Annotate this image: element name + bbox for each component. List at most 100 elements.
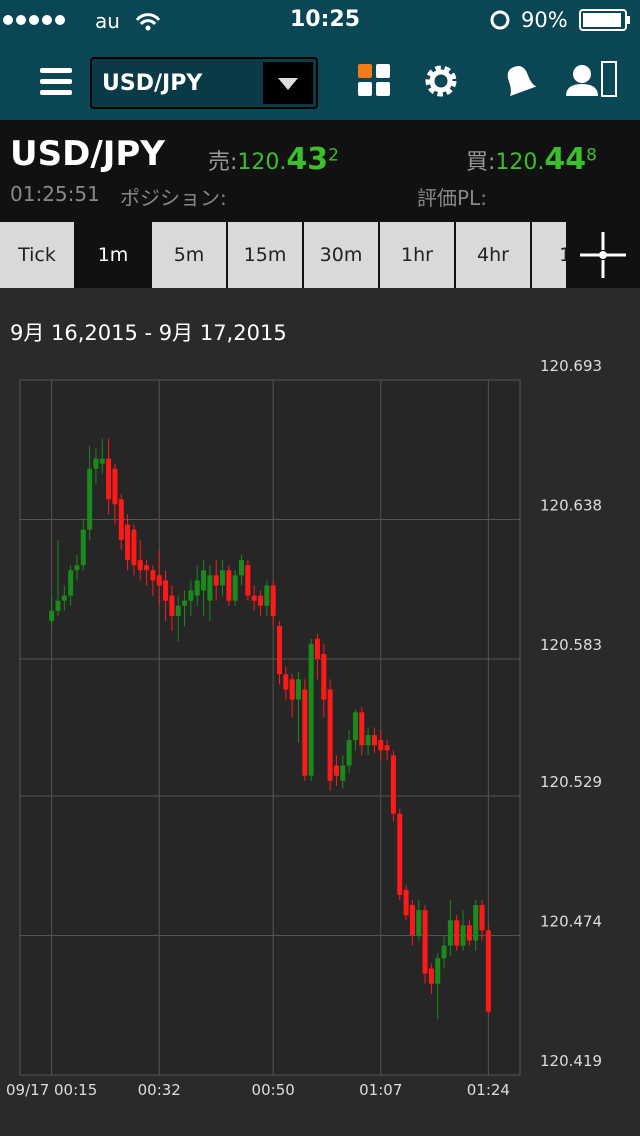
header: au 10:25 90% USD/JPY <box>0 0 640 120</box>
timeframe-tab[interactable]: 30m <box>304 222 378 288</box>
x-tick-label: 00:50 <box>252 1081 295 1099</box>
candle-body <box>112 468 118 505</box>
timeframe-tab[interactable]: 4hr <box>456 222 530 288</box>
timeframe-tab[interactable]: Tick <box>0 222 74 288</box>
candle-body <box>106 458 112 500</box>
candle-body <box>308 643 314 776</box>
candle-body <box>194 580 200 596</box>
buy-sup: 8 <box>586 145 597 166</box>
y-tick-label: 120.529 <box>540 773 602 791</box>
sell-sup: 2 <box>328 145 339 166</box>
quote-panel: USD/JPY 売:120.432 買:120.448 01:25:51 ポジシ… <box>0 120 640 222</box>
candle-body <box>276 626 282 675</box>
candle-body <box>384 745 390 751</box>
quote-time: 01:25:51 <box>10 182 100 206</box>
candle-body <box>169 595 175 616</box>
candle-body <box>163 580 169 601</box>
candle-body <box>435 958 441 984</box>
crosshair-button[interactable] <box>566 222 640 288</box>
candle-body <box>473 905 479 941</box>
candle-body <box>327 689 333 781</box>
sell-big: 43 <box>286 142 329 177</box>
candle-body <box>188 590 194 601</box>
candle-body <box>182 600 188 606</box>
candle-body <box>365 735 371 746</box>
candle-body <box>156 575 162 586</box>
timeframe-tabs: Tick1m5m15m30m1hr4hr1( <box>0 222 640 288</box>
candle-body <box>258 595 264 606</box>
y-tick-label: 120.419 <box>540 1052 602 1070</box>
candle-body <box>201 570 207 591</box>
candle-body <box>346 740 352 766</box>
dropdown-arrow <box>278 78 298 90</box>
battery-level <box>583 13 621 27</box>
sell-price: 売:120.432 <box>208 142 339 177</box>
timeframe-tab[interactable]: 5m <box>152 222 226 288</box>
plot-area <box>19 379 521 1076</box>
menu-icon[interactable] <box>40 68 72 95</box>
candle-body <box>49 610 55 621</box>
settings-ring <box>429 69 453 93</box>
candle-body <box>352 712 358 741</box>
candle-body <box>416 910 422 936</box>
buy-big: 44 <box>544 142 587 177</box>
candle-body <box>371 735 377 746</box>
quote-symbol: USD/JPY <box>10 134 165 174</box>
candle-body <box>397 813 403 895</box>
buy-label: 買: <box>466 150 496 175</box>
header-icons <box>3 9 630 109</box>
candle-body <box>232 575 238 601</box>
x-tick-label: 09/17 00:15 <box>6 1081 97 1099</box>
candle-body <box>283 674 289 690</box>
alert-icon[interactable] <box>501 62 537 97</box>
alarm-icon <box>490 10 510 30</box>
candle-body <box>144 565 150 571</box>
candle-body <box>87 468 93 530</box>
sell-label: 売: <box>208 150 238 175</box>
wifi-icon <box>135 13 161 26</box>
wifi-dot <box>145 25 151 31</box>
candle-body <box>55 600 61 611</box>
timeframe-tab[interactable]: 15m <box>228 222 302 288</box>
position-label: ポジション: <box>120 186 227 210</box>
candle-body <box>314 638 320 660</box>
account-door <box>601 61 617 97</box>
candle-body <box>61 595 67 601</box>
candle-body <box>333 765 339 776</box>
battery-text: 90% <box>521 8 568 32</box>
candle-body <box>131 529 137 566</box>
candle-body <box>454 920 460 946</box>
candle-body <box>74 565 80 571</box>
account-body <box>566 84 598 96</box>
settings-icon[interactable] <box>425 65 457 97</box>
candle-body <box>68 570 74 596</box>
candle-body <box>340 765 346 781</box>
candle-body <box>460 925 466 946</box>
x-tick-label: 01:07 <box>359 1081 402 1099</box>
layout-icon[interactable] <box>358 64 390 96</box>
y-tick-label: 120.474 <box>540 912 602 930</box>
x-tick-label: 01:24 <box>467 1081 510 1099</box>
candle-body <box>245 565 251 596</box>
timeframe-tab[interactable]: 1m <box>76 222 150 288</box>
symbol-dropdown[interactable] <box>90 57 318 109</box>
account-icon[interactable] <box>573 65 591 83</box>
candle-body <box>479 905 485 931</box>
candle-body <box>378 740 384 751</box>
candle-body <box>239 560 245 576</box>
candle-body <box>150 570 156 581</box>
candle-body <box>80 529 86 566</box>
candle-body <box>93 458 99 469</box>
candle-body <box>220 570 226 586</box>
dropdown-label[interactable]: USD/JPY <box>102 71 203 96</box>
y-tick-label: 120.583 <box>540 636 602 654</box>
candle-body <box>441 945 447 959</box>
candle-body <box>295 679 301 700</box>
candle-body <box>409 905 415 936</box>
candle-body <box>118 499 124 540</box>
battery-tip <box>627 16 630 24</box>
timeframe-tab[interactable]: 1hr <box>380 222 454 288</box>
candle-body <box>99 458 105 464</box>
candle-body <box>390 755 396 814</box>
